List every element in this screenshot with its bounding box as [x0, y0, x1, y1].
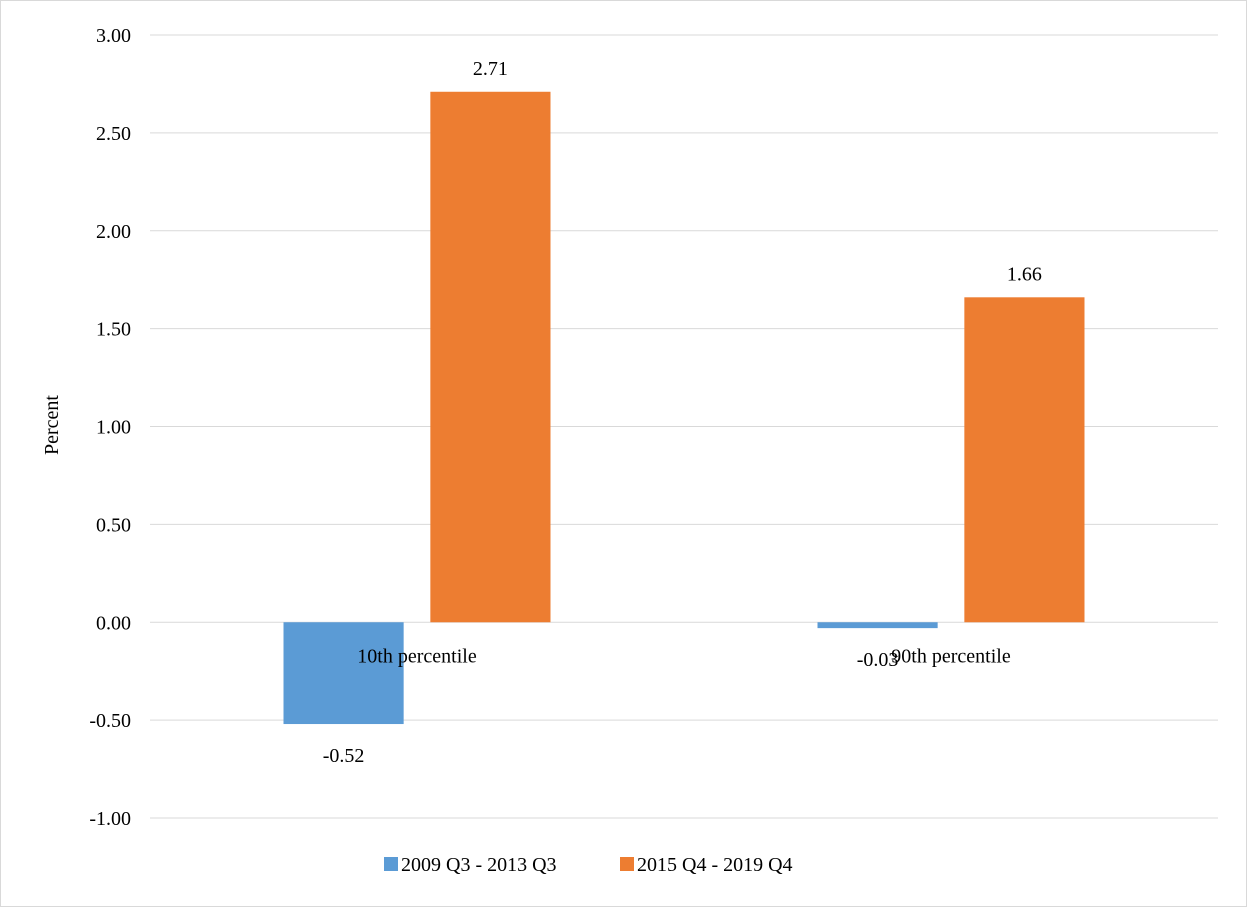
- category-labels: 10th percentile 90th percentile: [357, 645, 1011, 667]
- legend-label: 2015 Q4 - 2019 Q4: [637, 854, 793, 876]
- bar[interactable]: [430, 91, 551, 623]
- y-tick-label: -0.50: [89, 710, 131, 732]
- legend[interactable]: 2009 Q3 - 2013 Q3 2015 Q4 - 2019 Q4: [384, 854, 793, 876]
- bar[interactable]: [817, 622, 938, 629]
- y-tick-label: 1.50: [96, 319, 131, 341]
- bars: [283, 91, 1085, 725]
- legend-swatch: [620, 857, 634, 871]
- y-tick-label: 2.00: [96, 221, 131, 243]
- category-label: 90th percentile: [891, 645, 1011, 667]
- data-labels: -0.52 2.71 -0.03 1.66: [323, 58, 1042, 767]
- data-label: -0.52: [323, 745, 365, 767]
- category-label: 10th percentile: [357, 645, 477, 667]
- data-label: -0.03: [857, 649, 899, 671]
- y-tick-label: -1.00: [89, 808, 131, 830]
- y-tick-label: 0.50: [96, 514, 131, 536]
- y-tick-label: 3.00: [96, 25, 131, 47]
- y-axis-label: Percent: [41, 395, 63, 455]
- legend-label: 2009 Q3 - 2013 Q3: [401, 854, 557, 876]
- y-tick-label: 0.00: [96, 612, 131, 634]
- legend-item[interactable]: 2015 Q4 - 2019 Q4: [620, 854, 793, 876]
- data-label: 2.71: [473, 58, 508, 80]
- bar[interactable]: [964, 297, 1085, 623]
- legend-item[interactable]: 2009 Q3 - 2013 Q3: [384, 854, 557, 876]
- data-label: 1.66: [1007, 263, 1042, 285]
- y-axis-ticks: 3.00 2.50 2.00 1.50 1.00 0.50 0.00 -0.50 -1.00: [89, 25, 131, 830]
- bar[interactable]: [283, 622, 404, 725]
- legend-swatch: [384, 857, 398, 871]
- y-tick-label: 2.50: [96, 123, 131, 145]
- y-tick-label: 1.00: [96, 417, 131, 439]
